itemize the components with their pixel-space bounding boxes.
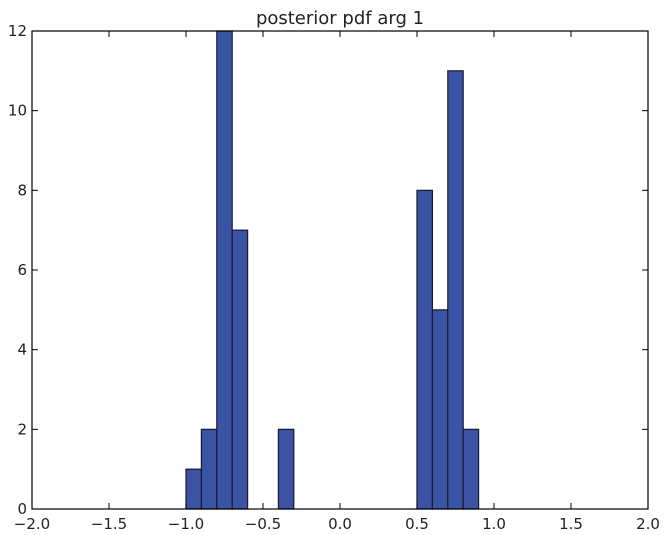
- axis-ticks: [31, 30, 649, 510]
- histogram-bar: [431, 309, 449, 510]
- histogram-bar: [416, 189, 433, 510]
- chart-title: posterior pdf arg 1: [256, 8, 424, 29]
- histogram-bar: [231, 229, 249, 510]
- y-tick-labels: 0 2 4 6 8 10 12: [8, 22, 27, 518]
- histogram-bar: [200, 428, 218, 510]
- x-tick-label: −1.5: [91, 515, 127, 533]
- histogram-bar: [216, 30, 233, 510]
- x-tick-label: 1.0: [482, 515, 506, 533]
- histogram-bar: [462, 428, 480, 510]
- plot-frame: [31, 30, 649, 510]
- y-tick-label: 0: [17, 500, 27, 518]
- x-tick-label: 1.5: [559, 515, 583, 533]
- x-tick-label: 0.5: [405, 515, 429, 533]
- histogram-bar: [277, 428, 295, 510]
- x-tick-label: 2.0: [636, 515, 660, 533]
- y-tick-label: 6: [17, 261, 27, 279]
- x-tick-label: −1.0: [168, 515, 204, 533]
- y-tick-label: 4: [17, 341, 27, 359]
- y-tick-label: 2: [17, 420, 27, 438]
- y-tick-label: 8: [17, 181, 27, 199]
- histogram-bar: [447, 70, 464, 510]
- bars-group: [185, 30, 480, 510]
- y-tick-label: 10: [8, 102, 27, 120]
- x-tick-label: −2.0: [14, 515, 50, 533]
- y-tick-label: 12: [8, 22, 27, 40]
- x-tick-label: −0.5: [245, 515, 281, 533]
- histogram-bar: [185, 468, 202, 510]
- x-tick-labels: −2.0 −1.5 −1.0 −0.5 0.0 0.5 1.0 1.5 2.0: [14, 515, 660, 533]
- x-tick-label: 0.0: [328, 515, 352, 533]
